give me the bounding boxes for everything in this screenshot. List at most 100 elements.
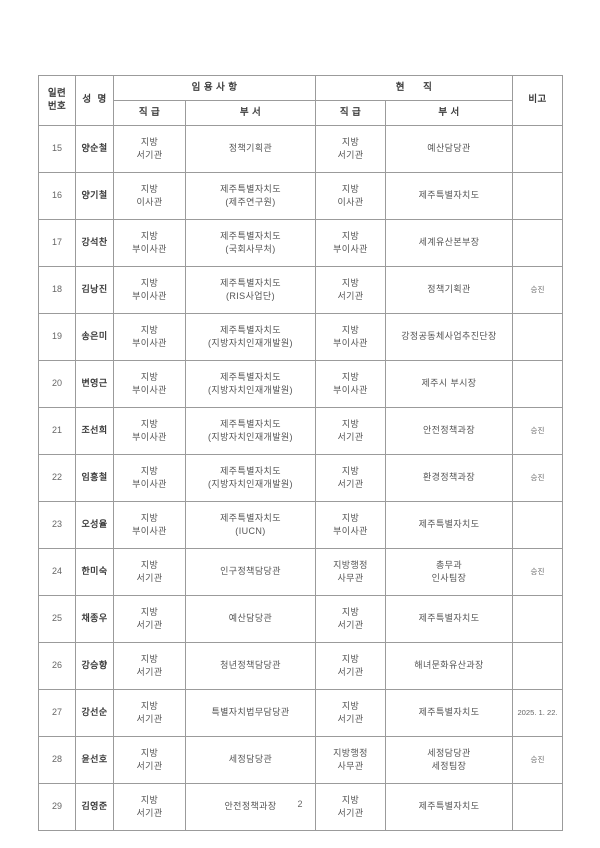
cell-note	[512, 783, 563, 831]
table-row: 29 김영준 지방 서기관 안전정책과장 지방 서기관 제주특별자치도	[38, 783, 563, 831]
cell-note	[512, 219, 563, 267]
cell-appointment-rank: 지방 서기관	[113, 125, 186, 173]
table-row: 21 조선희 지방 부이사관 제주특별자치도 (지방자치인재개발원) 지방 서기…	[38, 407, 563, 455]
cell-current-rank: 지방 서기관	[315, 689, 386, 737]
table-row: 15 양순철 지방 서기관 정책기획관 지방 서기관 예산담당관	[38, 125, 563, 173]
cell-name: 강석찬	[75, 219, 114, 267]
cell-note	[512, 501, 563, 549]
cell-note: 승진	[512, 548, 563, 596]
table-row: 20 변영근 지방 부이사관 제주특별자치도 (지방자치인재개발원) 지방 부이…	[38, 360, 563, 408]
cell-name: 강승향	[75, 642, 114, 690]
table-row: 23 오성율 지방 부이사관 제주특별자치도 (IUCN) 지방 부이사관 제주…	[38, 501, 563, 549]
cell-current-dept: 정책기획관	[385, 266, 513, 314]
cell-appointment-dept: 제주특별자치도 (지방자치인재개발원)	[185, 407, 316, 455]
cell-appointment-rank: 지방 부이사관	[113, 313, 186, 361]
cell-serial-number: 23	[38, 501, 76, 549]
cell-serial-number: 26	[38, 642, 76, 690]
cell-current-dept: 제주특별자치도	[385, 172, 513, 220]
cell-note: 승진	[512, 407, 563, 455]
cell-serial-number: 22	[38, 454, 76, 502]
cell-note	[512, 642, 563, 690]
cell-current-rank: 지방 서기관	[315, 454, 386, 502]
cell-serial-number: 27	[38, 689, 76, 737]
table-header: 일련 번호 성 명 임 용 사 항 현 직 비고 직 급 부 서 직 급 부 서	[38, 75, 563, 126]
cell-appointment-rank: 지방 서기관	[113, 736, 186, 784]
cell-current-rank: 지방 서기관	[315, 642, 386, 690]
header-current-group: 현 직	[315, 75, 513, 101]
cell-name: 오성율	[75, 501, 114, 549]
cell-appointment-dept: 정책기획관	[185, 125, 316, 173]
cell-appointment-rank: 지방 부이사관	[113, 360, 186, 408]
cell-current-rank: 지방행정 사무관	[315, 736, 386, 784]
cell-appointment-dept: 제주특별자치도 (IUCN)	[185, 501, 316, 549]
cell-name: 양순철	[75, 125, 114, 173]
table-body: 15 양순철 지방 서기관 정책기획관 지방 서기관 예산담당관 16 양기철 …	[38, 125, 563, 831]
cell-name: 변영근	[75, 360, 114, 408]
header-serial: 일련 번호	[38, 75, 76, 126]
header-appointment-dept: 부 서	[185, 100, 316, 126]
cell-note: 2025. 1. 22.	[512, 689, 563, 737]
cell-serial-number: 19	[38, 313, 76, 361]
cell-current-rank: 지방 서기관	[315, 125, 386, 173]
cell-current-rank: 지방 서기관	[315, 266, 386, 314]
cell-current-dept: 총무과 인사팀장	[385, 548, 513, 596]
cell-appointment-dept: 특별자치법무담당관	[185, 689, 316, 737]
header-appointment-group: 임 용 사 항	[113, 75, 316, 101]
cell-name: 한미숙	[75, 548, 114, 596]
header-current-dept: 부 서	[385, 100, 513, 126]
cell-appointment-dept: 안전정책과장	[185, 783, 316, 831]
cell-appointment-rank: 지방 부이사관	[113, 407, 186, 455]
cell-serial-number: 25	[38, 595, 76, 643]
table-row: 26 강승향 지방 서기관 청년정책담당관 지방 서기관 해녀문화유산과장	[38, 642, 563, 690]
cell-current-rank: 지방 서기관	[315, 407, 386, 455]
page-number: 2	[297, 799, 303, 809]
cell-current-rank: 지방 부이사관	[315, 501, 386, 549]
cell-note	[512, 595, 563, 643]
cell-serial-number: 21	[38, 407, 76, 455]
cell-appointment-dept: 제주특별자치도 (제주연구원)	[185, 172, 316, 220]
cell-name: 조선희	[75, 407, 114, 455]
table-row: 25 채종우 지방 서기관 예산담당관 지방 서기관 제주특별자치도	[38, 595, 563, 643]
cell-current-rank: 지방 서기관	[315, 783, 386, 831]
cell-note	[512, 125, 563, 173]
cell-serial-number: 17	[38, 219, 76, 267]
table-row: 19 송은미 지방 부이사관 제주특별자치도 (지방자치인재개발원) 지방 부이…	[38, 313, 563, 361]
cell-appointment-dept: 청년정책담당관	[185, 642, 316, 690]
table-row: 16 양기철 지방 이사관 제주특별자치도 (제주연구원) 지방 이사관 제주특…	[38, 172, 563, 220]
cell-current-dept: 제주특별자치도	[385, 689, 513, 737]
cell-name: 윤선호	[75, 736, 114, 784]
header-note: 비고	[512, 75, 563, 126]
cell-note: 승진	[512, 736, 563, 784]
cell-appointment-rank: 지방 부이사관	[113, 266, 186, 314]
cell-appointment-dept: 제주특별자치도 (지방자치인재개발원)	[185, 360, 316, 408]
cell-current-dept: 안전정책과장	[385, 407, 513, 455]
cell-appointment-dept: 제주특별자치도 (지방자치인재개발원)	[185, 454, 316, 502]
table-row: 28 윤선호 지방 서기관 세정담당관 지방행정 사무관 세정담당관 세정팀장 …	[38, 736, 563, 784]
cell-current-dept: 환경정책과장	[385, 454, 513, 502]
header-appointment-rank: 직 급	[113, 100, 186, 126]
cell-note: 승진	[512, 266, 563, 314]
cell-appointment-rank: 지방 부이사관	[113, 501, 186, 549]
cell-current-dept: 제주특별자치도	[385, 501, 513, 549]
cell-note	[512, 360, 563, 408]
cell-appointment-dept: 세정담당관	[185, 736, 316, 784]
cell-serial-number: 18	[38, 266, 76, 314]
cell-note: 승진	[512, 454, 563, 502]
header-name: 성 명	[75, 75, 114, 126]
cell-current-dept: 해녀문화유산과장	[385, 642, 513, 690]
header-row-2: 직 급 부 서 직 급 부 서	[39, 100, 563, 126]
cell-current-rank: 지방 서기관	[315, 595, 386, 643]
cell-appointment-rank: 지방 이사관	[113, 172, 186, 220]
table-row: 27 강선순 지방 서기관 특별자치법무담당관 지방 서기관 제주특별자치도 2…	[38, 689, 563, 737]
cell-current-rank: 지방행정 사무관	[315, 548, 386, 596]
header-current-rank: 직 급	[315, 100, 386, 126]
cell-appointment-rank: 지방 서기관	[113, 548, 186, 596]
cell-note	[512, 313, 563, 361]
cell-serial-number: 29	[38, 783, 76, 831]
cell-serial-number: 16	[38, 172, 76, 220]
cell-appointment-rank: 지방 서기관	[113, 595, 186, 643]
cell-current-dept: 제주특별자치도	[385, 595, 513, 643]
cell-current-dept: 제주시 부시장	[385, 360, 513, 408]
table-row: 22 임홍철 지방 부이사관 제주특별자치도 (지방자치인재개발원) 지방 서기…	[38, 454, 563, 502]
cell-name: 송은미	[75, 313, 114, 361]
